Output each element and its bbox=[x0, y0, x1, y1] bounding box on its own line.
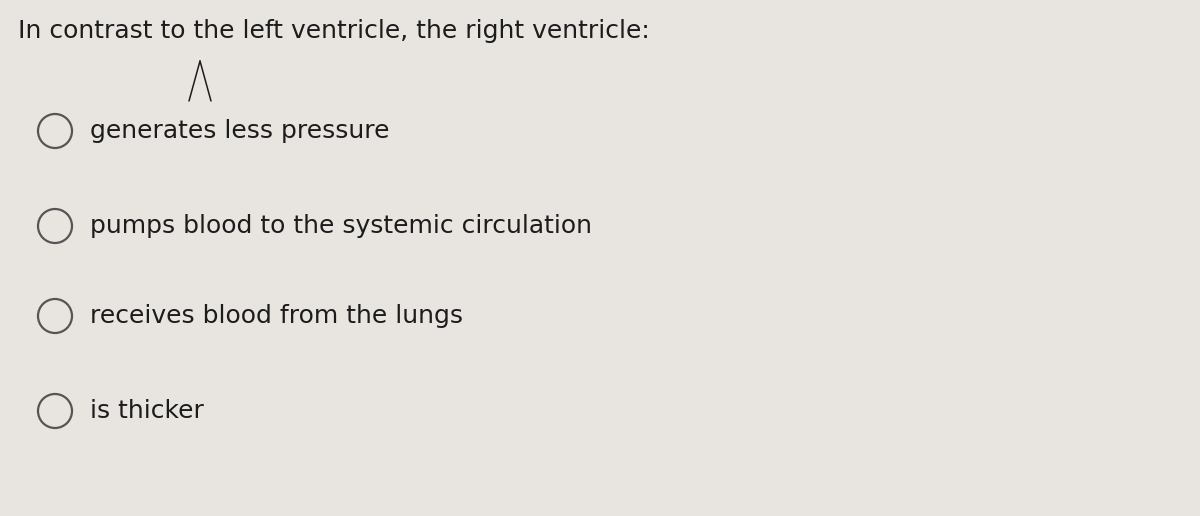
Circle shape bbox=[38, 114, 72, 148]
Circle shape bbox=[38, 299, 72, 333]
Circle shape bbox=[38, 209, 72, 243]
Text: is thicker: is thicker bbox=[90, 399, 204, 423]
Text: receives blood from the lungs: receives blood from the lungs bbox=[90, 304, 463, 328]
Text: In contrast to the left ventricle, the right ventricle:: In contrast to the left ventricle, the r… bbox=[18, 19, 649, 43]
Text: pumps blood to the systemic circulation: pumps blood to the systemic circulation bbox=[90, 214, 592, 238]
Text: generates less pressure: generates less pressure bbox=[90, 119, 390, 143]
Circle shape bbox=[38, 394, 72, 428]
